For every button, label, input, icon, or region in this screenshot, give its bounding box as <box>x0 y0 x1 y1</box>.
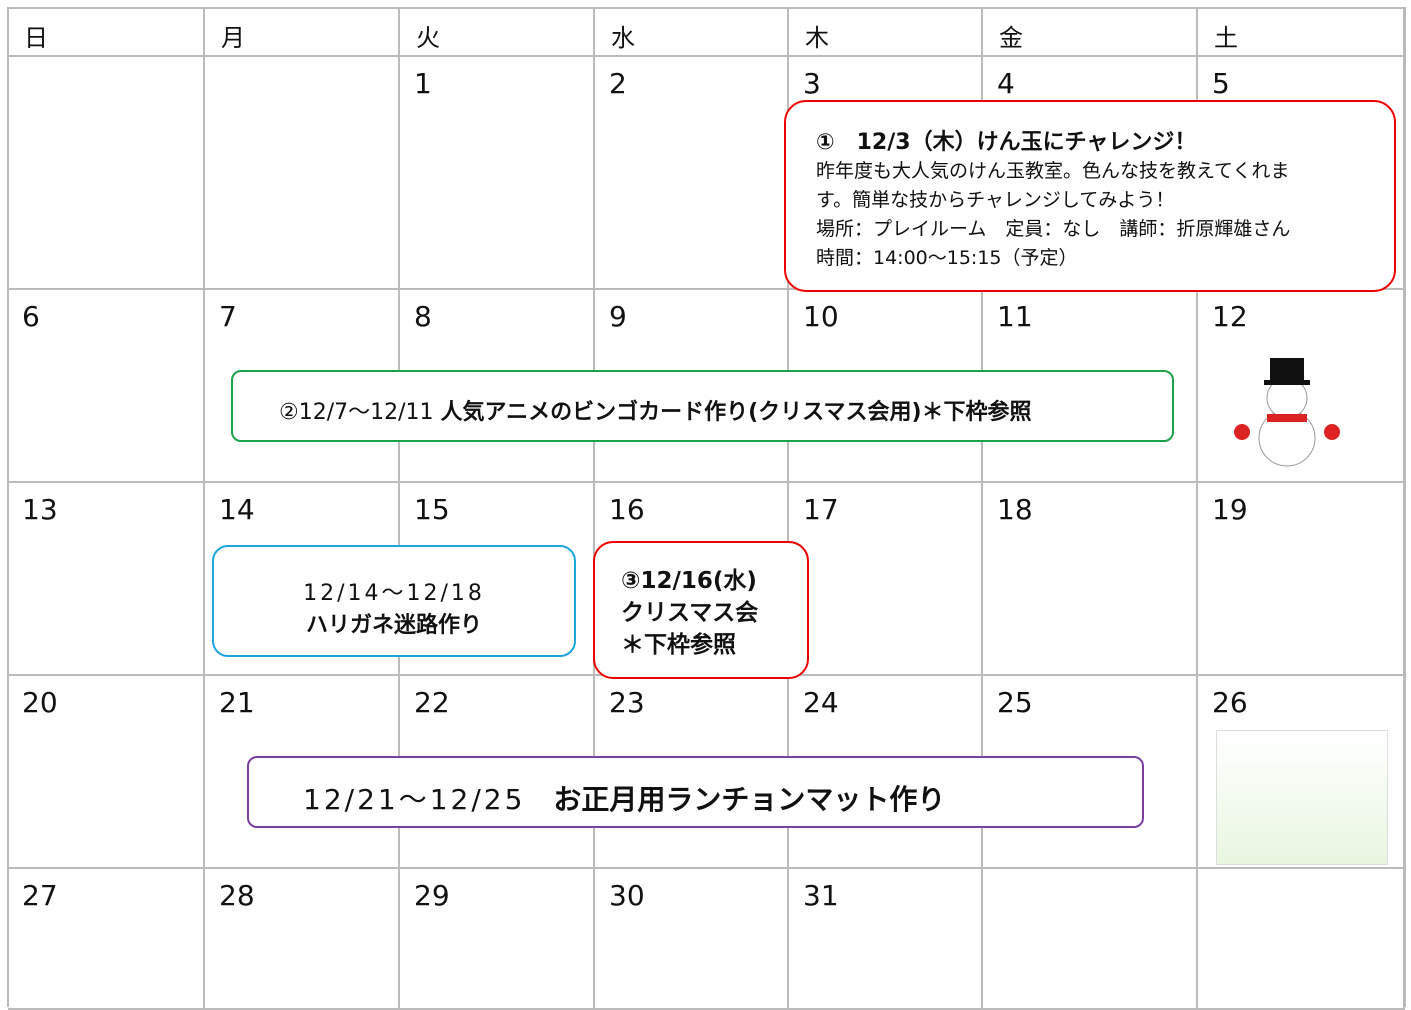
day-cell <box>1198 869 1405 1010</box>
event-date: 12/14〜12/18 <box>303 581 485 606</box>
weekday-header: 水 <box>595 8 789 57</box>
day-cell: 6 <box>8 290 205 483</box>
day-cell: 31 <box>789 869 983 1010</box>
day-cell: 19 <box>1198 483 1405 676</box>
event-text: ハリガネ迷路作り <box>305 613 482 638</box>
event-text: 時間：14:00〜15:15（予定） <box>816 247 1078 269</box>
day-cell: 25 <box>983 676 1198 869</box>
day-cell <box>205 57 400 290</box>
event-text: ＊下枠参照 <box>621 632 736 658</box>
weekday-header: 土 <box>1198 8 1405 57</box>
event-box: 12/14〜12/18 ハリガネ迷路作り <box>212 545 576 657</box>
event-text: 場所：プレイルーム 定員：なし 講師：折原輝雄さん <box>816 218 1291 240</box>
day-cell <box>8 57 205 290</box>
day-cell: 30 <box>595 869 789 1010</box>
event-box: ③12/16(水) クリスマス会 ＊下枠参照 <box>593 541 809 679</box>
day-cell: 1 <box>400 57 595 290</box>
day-cell <box>983 869 1198 1010</box>
event-box: 12/21〜12/25 お正月用ランチョンマット作り <box>247 756 1144 828</box>
event-text: クリスマス会 <box>621 600 759 626</box>
snowman-illustration <box>1234 358 1340 467</box>
calendar-frame <box>7 7 1406 1007</box>
event-text: す。簡単な技からチャレンジしてみよう！ <box>816 189 1175 211</box>
event-date: ③12/16(水) <box>621 568 757 594</box>
day-cell: 18 <box>983 483 1198 676</box>
event-text: お正月用ランチョンマット作り <box>553 783 946 816</box>
day-cell: 11 <box>983 290 1198 483</box>
event-text: 昨年度も大人気のけん玉教室。色んな技を教えてくれま <box>816 160 1290 182</box>
weekday-header: 火 <box>400 8 595 57</box>
event-date: 12/21〜12/25 <box>303 783 526 816</box>
weekday-header: 月 <box>205 8 400 57</box>
day-cell: 2 <box>595 57 789 290</box>
day-cell: 20 <box>8 676 205 869</box>
new-year-card-illustration <box>1216 730 1388 865</box>
day-cell: 26 <box>1198 676 1405 869</box>
event-date: ②12/7〜12/11 <box>279 400 434 425</box>
day-cell: 17 <box>789 483 983 676</box>
weekday-header: 日 <box>8 8 205 57</box>
weekday-header: 金 <box>983 8 1198 57</box>
weekday-header: 木 <box>789 8 983 57</box>
day-cell: 12 <box>1198 290 1405 483</box>
day-cell: 28 <box>205 869 400 1010</box>
event-title: ① 12/3（木）けん玉にチャレンジ！ <box>816 130 1197 155</box>
event-text: 人気アニメのビンゴカード作り(クリスマス会用)＊下枠参照 <box>440 400 1032 425</box>
day-cell: 29 <box>400 869 595 1010</box>
day-cell: 13 <box>8 483 205 676</box>
event-box: ① 12/3（木）けん玉にチャレンジ！ 昨年度も大人気のけん玉教室。色んな技を教… <box>784 100 1396 292</box>
event-box: ②12/7〜12/11 人気アニメのビンゴカード作り(クリスマス会用)＊下枠参照 <box>231 370 1174 442</box>
day-cell: 27 <box>8 869 205 1010</box>
